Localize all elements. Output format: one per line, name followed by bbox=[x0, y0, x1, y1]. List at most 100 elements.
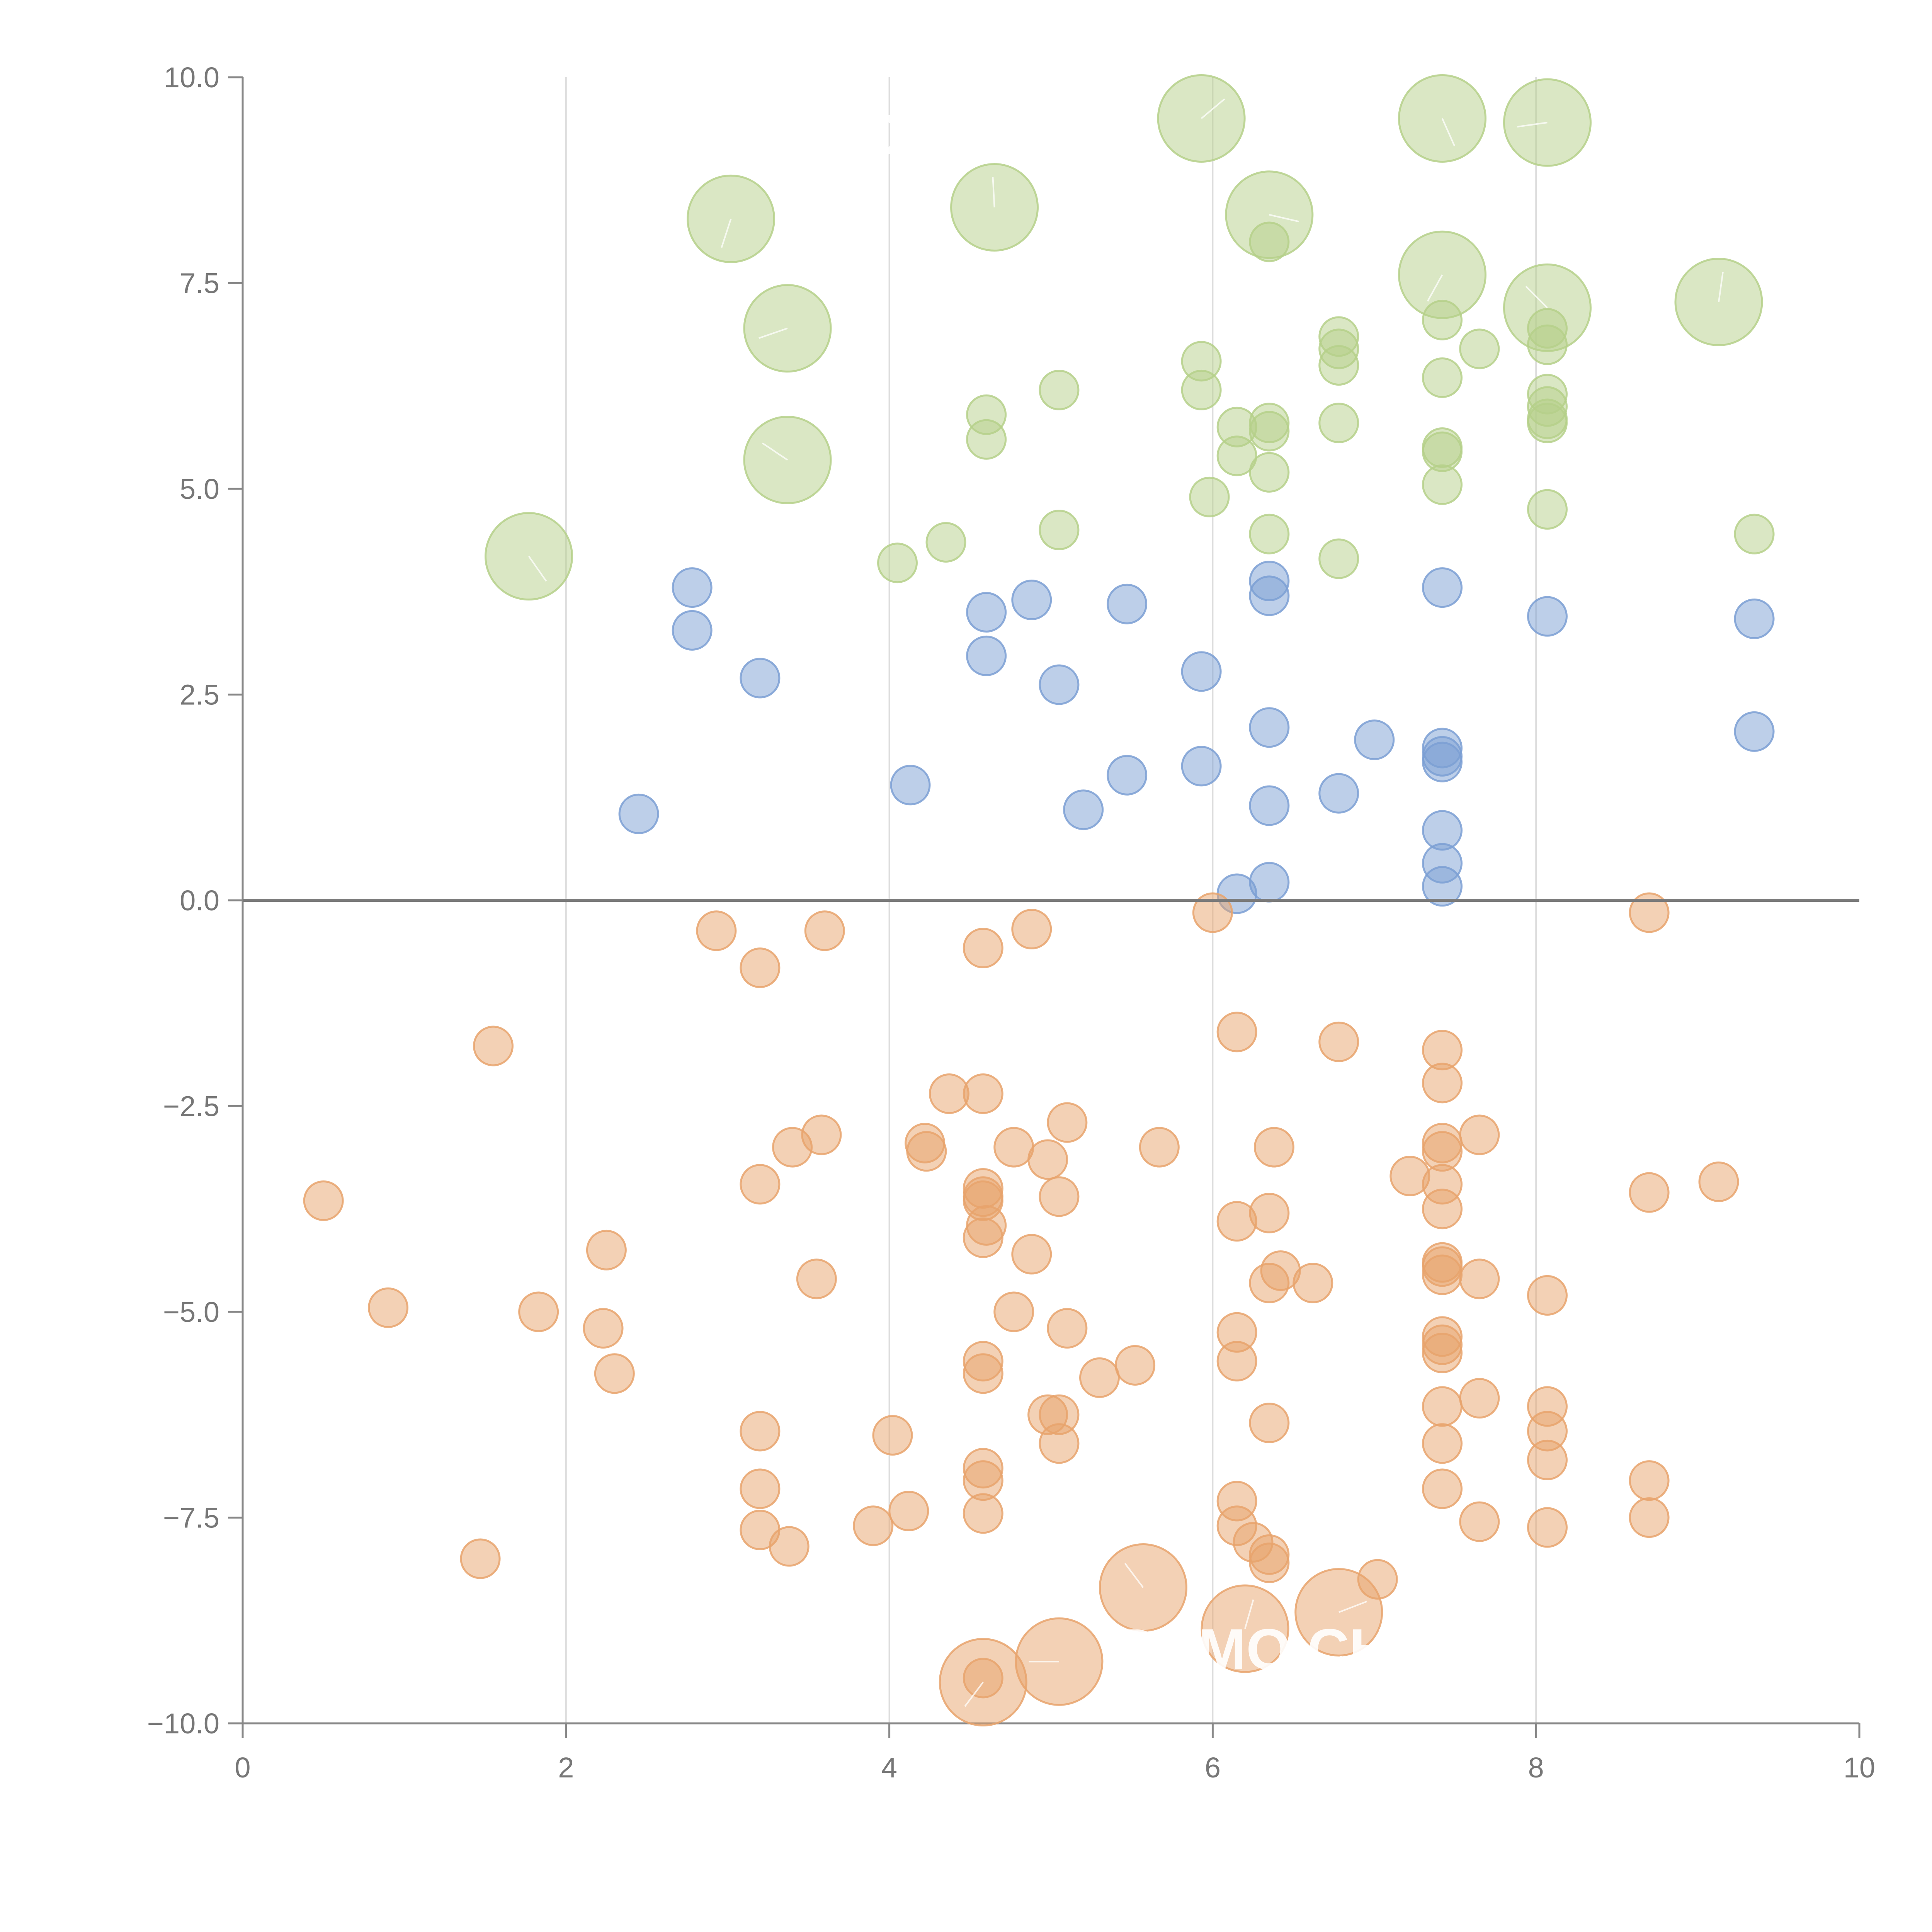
bubble-highlight-183 bbox=[1338, 1600, 1367, 1613]
y-tick-label-7: −7.5 bbox=[163, 1502, 219, 1534]
bubble-blue-53 bbox=[966, 635, 1007, 676]
bubble-orange-155 bbox=[1422, 1189, 1463, 1230]
bubble-orange-95 bbox=[796, 1259, 837, 1299]
bubble-green-1 bbox=[925, 522, 966, 563]
bubble-orange-164 bbox=[1422, 1468, 1463, 1509]
bubble-orange-96 bbox=[801, 1114, 842, 1155]
bubble-orange-88 bbox=[740, 947, 781, 988]
bubble-blue-52 bbox=[966, 592, 1007, 633]
bubble-orange-89 bbox=[740, 1164, 781, 1205]
bubble-green-19 bbox=[1318, 403, 1359, 444]
bubble-green-18 bbox=[1318, 345, 1359, 386]
bubble-orange-126 bbox=[1047, 1102, 1088, 1143]
bubble-orange-98 bbox=[853, 1505, 894, 1546]
bubble-highlight-41 bbox=[1269, 214, 1299, 223]
bubble-green-3 bbox=[966, 419, 1007, 460]
bubble-blue-76 bbox=[1527, 596, 1568, 637]
bubble-orange-151 bbox=[1422, 1063, 1463, 1104]
bubble-orange-132 bbox=[1216, 1012, 1257, 1053]
bubble-blue-50 bbox=[740, 658, 781, 699]
bubble-orange-144 bbox=[1249, 1543, 1290, 1583]
bubble-orange-162 bbox=[1422, 1386, 1463, 1427]
bubble-orange-87 bbox=[696, 910, 737, 951]
bubble-blue-69 bbox=[1422, 567, 1463, 608]
bubble-green-4 bbox=[1039, 369, 1080, 410]
bubble-orange-121 bbox=[1027, 1139, 1068, 1180]
bubble-orange-161 bbox=[1422, 1333, 1463, 1373]
bubble-orange-168 bbox=[1459, 1501, 1500, 1542]
bubble-orange-173 bbox=[1527, 1507, 1568, 1548]
bubble-green-33 bbox=[1527, 489, 1568, 530]
bubble-blue-68 bbox=[1354, 719, 1395, 760]
bubble-orange-130 bbox=[1139, 1127, 1180, 1168]
bubble-highlight-37 bbox=[759, 327, 788, 339]
bubble-blue-67 bbox=[1318, 773, 1359, 814]
x-tick-label-5: 10 bbox=[1844, 1752, 1875, 1784]
bubble-orange-176 bbox=[1629, 1460, 1670, 1501]
bubble-orange-125 bbox=[1039, 1423, 1080, 1464]
bubble-highlight-46 bbox=[1718, 272, 1724, 302]
bubble-blue-54 bbox=[1011, 580, 1052, 621]
bubble-blue-59 bbox=[1181, 651, 1222, 692]
bubble-green-20 bbox=[1318, 538, 1359, 579]
bubble-highlight-40 bbox=[1201, 98, 1225, 119]
y-tick-label-3: 2.5 bbox=[180, 679, 219, 711]
bubble-orange-139 bbox=[1249, 1192, 1290, 1233]
bubble-orange-85 bbox=[586, 1230, 627, 1270]
bubble-orange-158 bbox=[1422, 1254, 1463, 1295]
bubble-green-25 bbox=[1422, 464, 1463, 505]
bubble-green-13 bbox=[1249, 452, 1290, 493]
bubble-orange-93 bbox=[769, 1526, 810, 1567]
y-tick-label-6: −5.0 bbox=[163, 1296, 219, 1328]
bubble-blue-48 bbox=[672, 567, 713, 608]
bubble-highlight-181 bbox=[1124, 1563, 1144, 1588]
watermark-text-top: DEMO CHART bbox=[731, 102, 1124, 167]
bubble-orange-147 bbox=[1318, 1021, 1359, 1062]
bubble-highlight-45 bbox=[1525, 286, 1548, 308]
bubble-orange-80 bbox=[368, 1287, 409, 1328]
bubble-highlight-44 bbox=[1517, 122, 1548, 128]
bubble-blue-57 bbox=[1107, 583, 1148, 624]
bubble-orange-145 bbox=[1253, 1127, 1294, 1168]
bubble-orange-117 bbox=[993, 1127, 1034, 1168]
bubble-blue-58 bbox=[1107, 755, 1148, 796]
bubble-orange-97 bbox=[804, 910, 845, 951]
bubble-orange-112 bbox=[963, 1353, 1003, 1394]
bubble-orange-129 bbox=[1115, 1345, 1156, 1386]
bubble-orange-165 bbox=[1459, 1114, 1500, 1155]
bubble-green-14 bbox=[1249, 514, 1290, 554]
data-points bbox=[303, 74, 1775, 1726]
bubble-blue-64 bbox=[1249, 707, 1290, 748]
bubble-orange-172 bbox=[1527, 1439, 1568, 1480]
bubble-orange-81 bbox=[460, 1538, 501, 1579]
bubble-highlight-42 bbox=[1441, 118, 1456, 146]
bubble-highlight-38 bbox=[762, 442, 788, 461]
bubble-green-10 bbox=[1216, 435, 1257, 476]
bubble-orange-100 bbox=[888, 1490, 929, 1531]
bubble-blue-66 bbox=[1249, 862, 1290, 903]
bubble-orange-105 bbox=[963, 1073, 1003, 1114]
bubble-highlight-36 bbox=[721, 218, 732, 248]
bubble-orange-142 bbox=[1249, 1403, 1290, 1444]
bubble-green-32 bbox=[1527, 403, 1568, 444]
bubble-orange-91 bbox=[740, 1468, 781, 1509]
y-tick-label-4: 0.0 bbox=[180, 884, 219, 917]
bubble-green-22 bbox=[1422, 357, 1463, 398]
bubble-orange-178 bbox=[1698, 1161, 1739, 1202]
bubble-blue-55 bbox=[1039, 664, 1080, 705]
bubble-blue-78 bbox=[1734, 711, 1775, 752]
bubble-blue-75 bbox=[1422, 866, 1463, 907]
bubble-orange-82 bbox=[473, 1026, 514, 1066]
bubble-orange-177 bbox=[1629, 1497, 1670, 1538]
y-tick-label-1: 7.5 bbox=[180, 267, 219, 299]
bubble-orange-115 bbox=[963, 1493, 1003, 1534]
bubble-blue-65 bbox=[1249, 785, 1290, 826]
bubble-blue-77 bbox=[1734, 599, 1775, 639]
bubble-green-26 bbox=[1459, 328, 1500, 369]
bubble-blue-60 bbox=[1181, 746, 1222, 787]
bubble-orange-175 bbox=[1629, 1172, 1670, 1213]
bubble-green-large-45 bbox=[1503, 263, 1592, 352]
watermark: DEMO CHART DEMO CHART bbox=[731, 102, 1510, 1682]
